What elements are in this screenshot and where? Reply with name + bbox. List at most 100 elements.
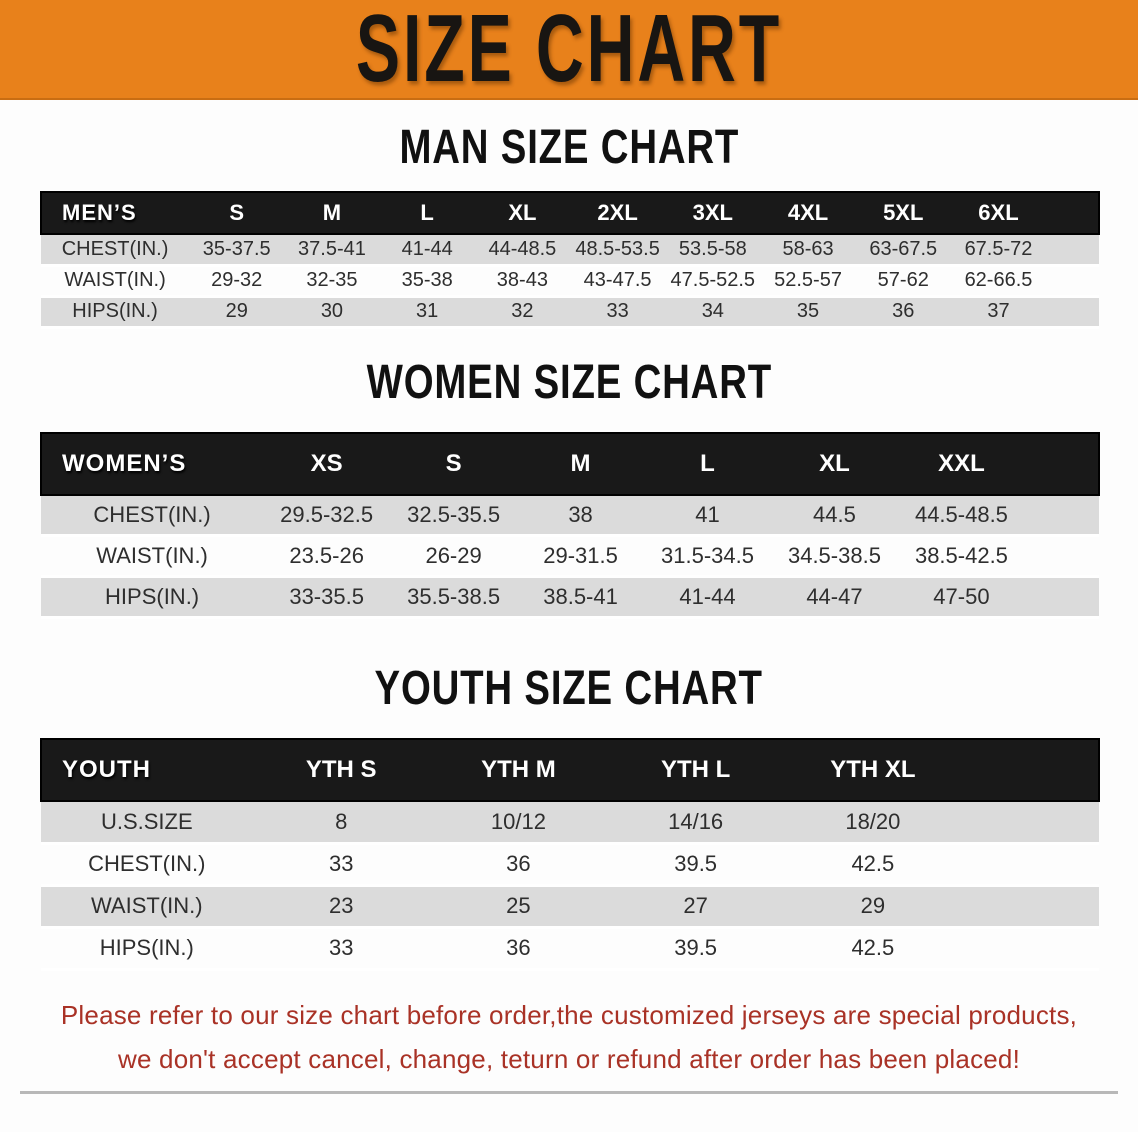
size-column-header: 6XL [950,192,1047,234]
measurement-value: 35.5-38.5 [407,584,501,609]
row-label: U.S.SIZE [100,808,193,834]
measurement-value: 27 [683,893,708,918]
measurement-value: 33-35.5 [289,584,364,609]
size-column-header: L [644,432,771,495]
size-column-header: 5XL [855,192,951,234]
measurement-value: 29-31.5 [543,543,618,568]
size-column-header: L [379,192,475,234]
man-size-chart-title-text: MAN SIZE CHART [399,121,739,174]
size-column-header: S [390,432,518,495]
measurement-value: 62-66.5 [964,269,1033,291]
row-spacer [1025,536,1099,577]
measurement-value: 18/20 [845,808,901,834]
header-spacer [1024,432,1099,495]
row-spacer [1046,265,1099,296]
men-size-table-wrap: MEN’S S M L XL 2XL 3XL 4XL 5XL 6XL CHEST(IN.) 35-37… [40,191,1100,329]
measurement-value: 58-63 [782,237,834,260]
measurement-value: 39.5 [674,851,718,876]
size-column-header: 4XL [760,192,856,234]
measurement-value: 33 [606,300,629,322]
measurement-row: CHEST(IN.) 35-37.5 37.5-41 41-44 44-48.5 48.5… [41,234,1099,265]
measurement-value: 38 [568,501,593,527]
row-label: WAIST(IN.) [90,893,203,918]
measurement-value: 43-47.5 [583,269,652,291]
measurement-value: 34.5-38.5 [787,543,881,568]
measurement-value: 30 [320,300,344,322]
table-title-cell: WOMEN’S [41,432,264,495]
measurement-value: 48.5-53.5 [575,237,660,260]
measurement-value: 36 [506,851,531,876]
table-title-cell: YOUTH [41,739,253,801]
measurement-value: 26-29 [425,543,482,568]
measurement-row: HIPS(IN.) 33-35.5 35.5-38.5 38.5-41 41-44 44-… [41,576,1099,618]
measurement-value: 42.5 [851,935,895,960]
youth-size-chart-title-text: YOUTH SIZE CHART [374,662,764,715]
size-column-header: YTH L [607,739,785,801]
measurement-value: 31 [416,300,439,322]
measurement-value: 41-44 [401,237,453,260]
measurement-value: 36 [506,935,531,960]
disclaimer-line-1: Please refer to our size chart before or… [60,999,1078,1030]
measurement-value: 29-32 [211,269,263,291]
measurement-value: 53.5-58 [678,237,747,260]
measurement-value: 37 [987,300,1010,322]
bottom-divider [20,1090,1118,1094]
measurement-value: 44-47 [806,584,863,609]
table-title-cell: MEN’S [41,192,190,234]
size-column-header: XS [263,432,391,495]
man-size-chart-title: MAN SIZE CHART [0,120,1138,175]
measurement-value: 10/12 [490,808,546,834]
measurement-value: 44.5 [813,501,856,527]
youth-size-chart-title: YOUTH SIZE CHART [0,661,1138,716]
banner-title: SIZE CHART [355,0,783,100]
measurement-value: 33 [328,851,354,876]
measurement-value: 29 [860,893,886,918]
measurement-row: WAIST(IN.) 23.5-26 26-29 29-31.5 31.5-34.5 34… [41,535,1099,577]
disclaimer-text: Please refer to our size chart before or… [0,993,1138,1081]
measurement-value: 32-35 [306,269,358,291]
measurement-row: CHEST(IN.) 33 36 39.5 42.5 [41,843,1099,885]
measurement-value: 39.5 [674,935,718,960]
size-column-header: S [189,192,285,234]
men-size-table: MEN’S S M L XL 2XL 3XL 4XL 5XL 6XL CHEST(IN.) 35-37… [40,191,1100,329]
header-spacer [961,739,1099,801]
size-column-header: YTH S [252,739,430,801]
row-spacer [961,927,1099,969]
measurement-value: 8 [335,808,348,834]
measurement-row: CHEST(IN.) 29.5-32.5 32.5-35.5 38 41 44.5 44.5… [41,494,1099,536]
size-column-header: 2XL [569,192,666,234]
row-spacer [961,843,1099,885]
row-label: HIPS(IN.) [99,935,194,960]
measurement-value: 41-44 [679,584,736,609]
disclaimer-line-2: we don't accept cancel, change, teturn o… [117,1043,1021,1074]
women-size-chart-title-text: WOMEN SIZE CHART [366,355,772,409]
measurement-row: U.S.SIZE 8 10/12 14/16 18/20 [41,801,1099,843]
measurement-row: WAIST(IN.) 29-32 32-35 35-38 38-43 43-47.5 47.… [41,265,1099,296]
row-label: CHEST(IN.) [61,237,169,260]
measurement-value: 42.5 [851,851,895,876]
row-spacer [961,801,1099,843]
youth-size-table-wrap: YOUTH YTH S YTH M YTH L YTH XL U.S.SIZE 8 10/12… [40,738,1100,971]
size-column-header: M [284,192,380,234]
row-label: HIPS(IN.) [105,584,200,609]
row-label: WAIST(IN.) [96,543,208,568]
measurement-row: HIPS(IN.) 33 36 39.5 42.5 [41,927,1099,969]
measurement-value: 44-48.5 [488,237,557,260]
measurement-value: 35 [796,300,820,322]
measurement-value: 33 [328,935,354,960]
measurement-value: 38-43 [496,269,548,291]
measurement-row: HIPS(IN.) 29 30 31 32 33 34 35 36 37 [41,296,1099,327]
measurement-value: 47.5-52.5 [670,269,756,291]
size-column-header: YTH M [429,739,608,801]
youth-size-table: YOUTH YTH S YTH M YTH L YTH XL U.S.SIZE 8 10/12… [40,738,1100,971]
size-header-row: WOMEN’S XS S M L XL XXL [41,432,1099,495]
measurement-value: 32.5-35.5 [407,501,501,527]
measurement-value: 38.5-42.5 [914,543,1008,568]
row-label: CHEST(IN.) [88,851,206,876]
size-column-header: XXL [897,432,1025,495]
women-size-table: WOMEN’S XS S M L XL XXL CHEST(IN.) 29.5-32.5 32.5… [40,432,1100,619]
measurement-value: 38.5-41 [543,584,618,609]
measurement-value: 37.5-41 [298,237,366,260]
size-column-header: XL [474,192,570,234]
size-header-row: MEN’S S M L XL 2XL 3XL 4XL 5XL 6XL [41,192,1099,234]
